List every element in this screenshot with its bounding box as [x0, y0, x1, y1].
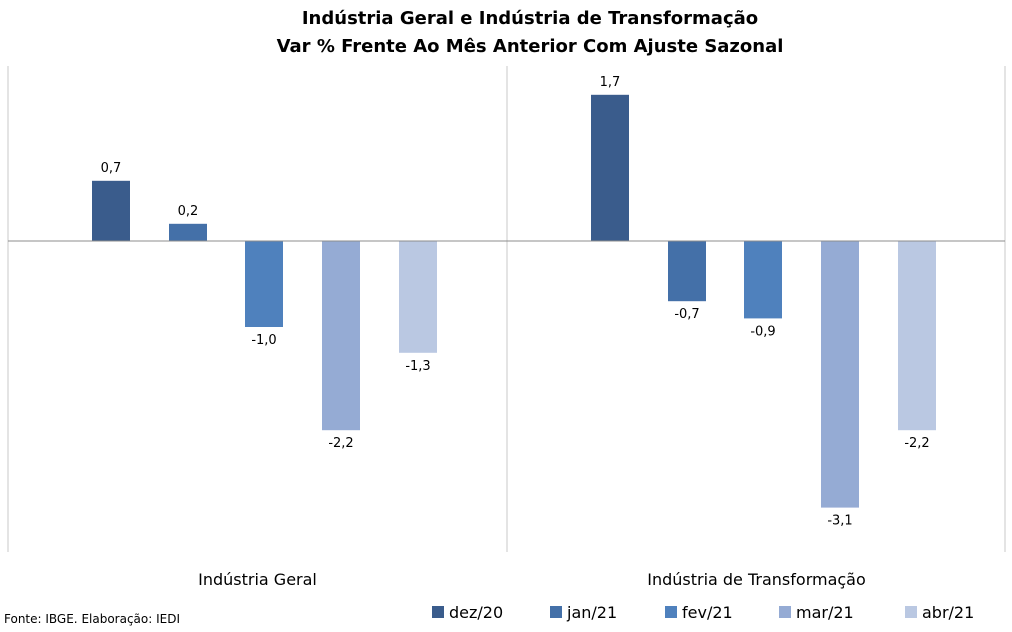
bar-0-3 — [322, 241, 360, 431]
data-label-1-4: -2,2 — [904, 436, 929, 451]
chart-title-line-1: Indústria Geral e Indústria de Transform… — [302, 8, 758, 29]
bar-0-1 — [169, 223, 207, 241]
bar-0-4 — [399, 241, 437, 353]
bar-1-1 — [668, 241, 706, 302]
bar-0-2 — [245, 241, 283, 327]
bar-1-4 — [898, 241, 936, 431]
chart-title-line-2: Var % Frente Ao Mês Anterior Com Ajuste … — [277, 36, 784, 57]
bar-1-3 — [821, 241, 859, 508]
legend-swatch-1 — [550, 606, 562, 618]
data-label-1-2: -0,9 — [750, 324, 775, 339]
legend-swatch-4 — [905, 606, 917, 618]
legend-label-0: dez/20 — [449, 603, 503, 622]
legend-label-1: jan/21 — [566, 603, 617, 622]
bar-0-0 — [92, 180, 130, 241]
legend-swatch-3 — [779, 606, 791, 618]
legend-swatch-2 — [665, 606, 677, 618]
data-label-0-3: -2,2 — [328, 436, 353, 451]
legend-swatch-0 — [432, 606, 444, 618]
legend-label-3: mar/21 — [796, 603, 854, 622]
data-label-0-4: -1,3 — [405, 359, 430, 374]
data-label-1-1: -0,7 — [674, 307, 699, 322]
data-label-1-3: -3,1 — [827, 514, 852, 529]
plot-area: 0,7 0,2 -1,0 -2,2 -1,3 Indústria Geral 1,7 -0,7… — [7, 66, 1006, 589]
category-label-1: Indústria de Transformação — [647, 570, 866, 589]
bar-1-2 — [744, 241, 782, 319]
category-label-0: Indústria Geral — [198, 570, 317, 589]
data-label-1-0: 1,7 — [600, 75, 621, 90]
legend: dez/20 jan/21 fev/21 mar/21 abr/21 — [432, 603, 974, 622]
data-label-0-1: 0,2 — [178, 204, 199, 219]
data-label-0-2: -1,0 — [251, 333, 276, 348]
source-note: Fonte: IBGE. Elaboração: IEDI — [4, 612, 180, 626]
legend-label-2: fev/21 — [682, 603, 733, 622]
legend-label-4: abr/21 — [922, 603, 974, 622]
bar-1-0 — [591, 94, 629, 241]
data-label-0-0: 0,7 — [101, 161, 122, 176]
